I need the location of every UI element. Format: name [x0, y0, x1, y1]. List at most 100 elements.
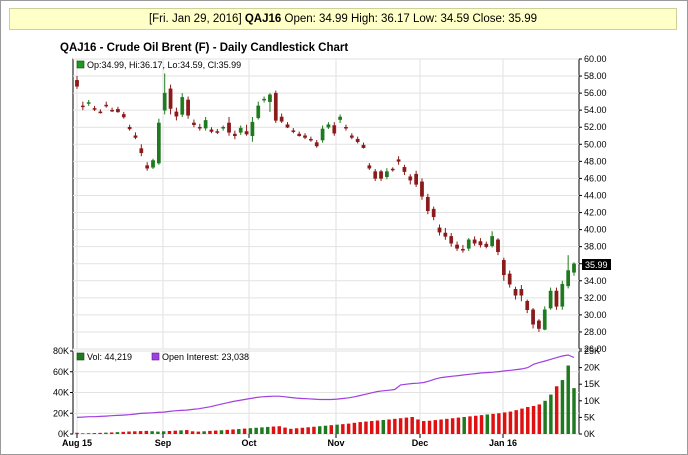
volume-bar [468, 416, 472, 434]
volume-bar [352, 422, 357, 434]
price-tick-label: 46.00 [584, 173, 607, 183]
candle-body [402, 167, 407, 172]
candle-body [361, 144, 366, 148]
price-tick-label: 30.00 [584, 310, 607, 320]
candle-body [548, 290, 553, 309]
volume-bar [549, 394, 553, 434]
oi-tick-label: 15K [584, 379, 600, 389]
candle-body [180, 97, 185, 115]
candle-body [320, 128, 325, 141]
volume-bar [341, 424, 345, 434]
price-legend-swatch [76, 60, 85, 69]
candle-body [490, 236, 494, 247]
x-tick-label: Nov [327, 438, 344, 448]
candle-body [262, 98, 266, 101]
oi-tick-label: 25K [584, 346, 600, 356]
volume-bar [92, 433, 97, 434]
price-tick-label: 26.00 [584, 344, 607, 354]
volume-bar [190, 431, 195, 434]
volume-bar [398, 418, 403, 434]
volume-bar [323, 425, 328, 434]
volume-bar [202, 431, 206, 434]
volume-bar [474, 415, 478, 434]
volume-bar [161, 431, 166, 434]
candle-body [133, 135, 138, 138]
candle-body [75, 80, 79, 87]
price-axis: 26.0028.0030.0032.0034.0036.0038.0040.00… [579, 54, 607, 354]
last-price-tag [582, 259, 611, 270]
price-tick-label: 52.00 [584, 122, 607, 132]
volume-tick-label: 20K [53, 408, 69, 418]
candle-body [332, 125, 337, 134]
candle-body [227, 122, 231, 133]
volume-bar [346, 423, 351, 434]
volume-bar [109, 432, 114, 434]
volume-bar [294, 428, 299, 434]
candle-body [344, 126, 348, 129]
open-interest-line [76, 354, 575, 418]
candle-body [297, 133, 302, 137]
volume-bar [543, 400, 547, 434]
volume-bar [179, 430, 183, 434]
volume-bar [537, 404, 542, 434]
volume-tick-label: 40K [53, 388, 69, 398]
volume-bar [497, 413, 501, 434]
oi-legend: Open Interest: 23,038 [162, 352, 249, 362]
candle-body [221, 126, 226, 129]
candle-body [373, 171, 378, 179]
volume-bar [358, 422, 362, 434]
candle-body [86, 102, 91, 104]
candle-body [338, 116, 342, 120]
price-legend: Op:34.99, Hi:36.17, Lo:34.59, Cl:35.99 [87, 60, 241, 70]
x-tick-label: Jan 16 [489, 438, 517, 448]
candle-body [390, 168, 395, 171]
candle-body [466, 239, 471, 249]
volume-bar [213, 430, 218, 434]
volume-bar [254, 427, 258, 434]
price-tick-label: 32.00 [584, 293, 607, 303]
volume-bar [196, 431, 201, 434]
candle-body [326, 124, 331, 128]
x-tick-label: Dec [412, 438, 429, 448]
candle-body [215, 131, 220, 133]
volume-legend: Vol: 44,219 [87, 352, 132, 362]
candle-body [192, 122, 196, 125]
volume-bar [144, 430, 149, 434]
oi-tick-label: 10K [584, 396, 600, 406]
volume-bar [237, 429, 241, 434]
volume-bar [485, 414, 490, 434]
volume-bar [531, 405, 536, 434]
candle-body [472, 239, 477, 244]
volume-bar [317, 426, 322, 434]
candle-body [244, 131, 249, 135]
candle-body [449, 236, 454, 244]
candle-body [151, 160, 155, 168]
volume-bar [526, 407, 530, 434]
volume-bar [260, 427, 264, 434]
candle-body [157, 122, 161, 164]
candle-body [554, 290, 559, 307]
volume-bar [231, 429, 235, 434]
x-tick-label: Oct [241, 438, 256, 448]
candle-body [309, 138, 313, 141]
candle-body [291, 130, 296, 132]
volume-bar [248, 428, 253, 434]
candle-body [92, 108, 97, 110]
candle-body [110, 109, 114, 112]
candle-body [238, 127, 243, 133]
volume-bar [335, 424, 339, 434]
volume-axis: 0K 20K 40K 60K 80K [53, 346, 73, 439]
candle-body [484, 243, 489, 247]
volume-bar [572, 388, 576, 434]
volume-legend-swatch [76, 352, 85, 361]
quote-symbol: QAJ16 [244, 13, 282, 25]
volume-bar [369, 421, 374, 434]
candle-body [501, 260, 506, 276]
volume-bar [387, 419, 391, 434]
candle-body [367, 165, 372, 169]
price-tick-label: 58.00 [584, 71, 607, 81]
price-tick-label: 54.00 [584, 105, 607, 115]
volume-tick-label: 80K [53, 346, 69, 356]
candle-body [507, 273, 512, 285]
oi-legend-swatch [151, 352, 160, 361]
